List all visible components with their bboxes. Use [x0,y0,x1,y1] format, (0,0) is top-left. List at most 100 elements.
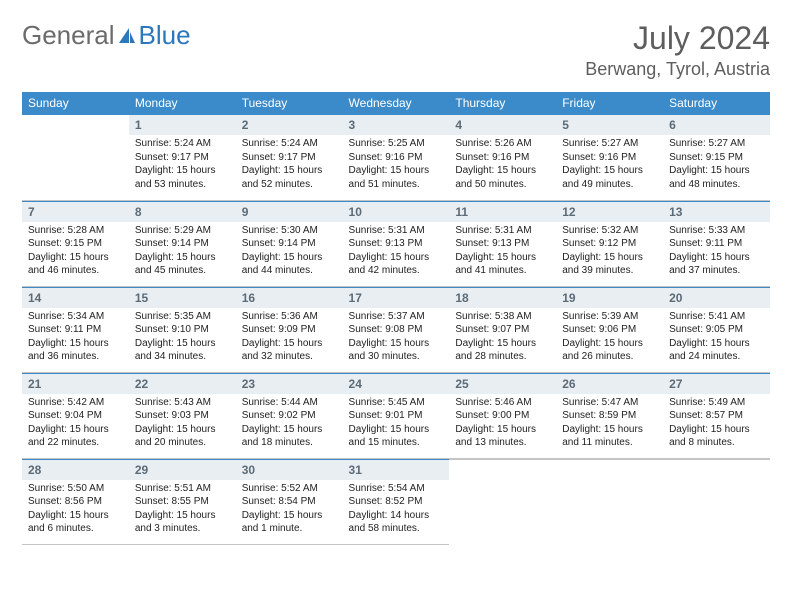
empty-day [663,459,770,479]
day-cell: 2Sunrise: 5:24 AMSunset: 9:17 PMDaylight… [236,114,343,200]
day-cell [663,458,770,544]
day-cell: 10Sunrise: 5:31 AMSunset: 9:13 PMDayligh… [343,200,450,286]
day-details: Sunrise: 5:54 AMSunset: 8:52 PMDaylight:… [343,480,450,540]
weekday-header: Wednesday [343,92,450,114]
day-details: Sunrise: 5:33 AMSunset: 9:11 PMDaylight:… [663,222,770,282]
day-details: Sunrise: 5:45 AMSunset: 9:01 PMDaylight:… [343,394,450,454]
logo: General Blue [22,20,191,51]
day-details: Sunrise: 5:28 AMSunset: 9:15 PMDaylight:… [22,222,129,282]
sunrise-line: Sunrise: 5:33 AM [669,224,764,238]
sunrise-line: Sunrise: 5:51 AM [135,482,230,496]
sunrise-line: Sunrise: 5:49 AM [669,396,764,410]
daylight-line: Daylight: 15 hours and 15 minutes. [349,423,444,450]
day-details: Sunrise: 5:39 AMSunset: 9:06 PMDaylight:… [556,308,663,368]
sunset-line: Sunset: 9:17 PM [135,151,230,165]
daylight-line: Daylight: 15 hours and 44 minutes. [242,251,337,278]
sunset-line: Sunset: 9:15 PM [669,151,764,165]
sunrise-line: Sunrise: 5:42 AM [28,396,123,410]
day-cell: 6 Sunrise: 5:27 AMSunset: 9:15 PMDaylight… [663,114,770,200]
sunrise-line: Sunrise: 5:27 AM [562,137,657,151]
daylight-line: Daylight: 15 hours and 49 minutes. [562,164,657,191]
day-details: Sunrise: 5:46 AMSunset: 9:00 PMDaylight:… [449,394,556,454]
day-cell: 13Sunrise: 5:33 AMSunset: 9:11 PMDayligh… [663,200,770,286]
day-number: 10 [343,201,450,222]
sunset-line: Sunset: 9:11 PM [669,237,764,251]
sunrise-line: Sunrise: 5:26 AM [455,137,550,151]
sunset-line: Sunset: 9:03 PM [135,409,230,423]
week-row: 7Sunrise: 5:28 AMSunset: 9:15 PMDaylight… [22,200,770,286]
sunrise-line: Sunrise: 5:31 AM [455,224,550,238]
daylight-line: Daylight: 15 hours and 45 minutes. [135,251,230,278]
day-number: 12 [556,201,663,222]
sunset-line: Sunset: 9:17 PM [242,151,337,165]
sunrise-line: Sunrise: 5:36 AM [242,310,337,324]
month-title: July 2024 [585,20,770,57]
sunset-line: Sunset: 9:09 PM [242,323,337,337]
weekday-header: Sunday [22,92,129,114]
sunset-line: Sunset: 9:10 PM [135,323,230,337]
day-details: Sunrise: 5:24 AMSunset: 9:17 PMDaylight:… [236,135,343,195]
day-number: 17 [343,287,450,308]
day-number: 27 [663,373,770,394]
day-number: 23 [236,373,343,394]
title-block: July 2024 Berwang, Tyrol, Austria [585,20,770,80]
day-cell: 25Sunrise: 5:46 AMSunset: 9:00 PMDayligh… [449,372,556,458]
day-cell: 23Sunrise: 5:44 AMSunset: 9:02 PMDayligh… [236,372,343,458]
sunrise-line: Sunrise: 5:45 AM [349,396,444,410]
sunset-line: Sunset: 8:52 PM [349,495,444,509]
day-cell: 16Sunrise: 5:36 AMSunset: 9:09 PMDayligh… [236,286,343,372]
daylight-line: Daylight: 15 hours and 50 minutes. [455,164,550,191]
daylight-line: Daylight: 15 hours and 52 minutes. [242,164,337,191]
day-details: Sunrise: 5:44 AMSunset: 9:02 PMDaylight:… [236,394,343,454]
day-cell: 9Sunrise: 5:30 AMSunset: 9:14 PMDaylight… [236,200,343,286]
calendar-table: SundayMondayTuesdayWednesdayThursdayFrid… [22,92,770,545]
day-details: Sunrise: 5:32 AMSunset: 9:12 PMDaylight:… [556,222,663,282]
day-cell: 30Sunrise: 5:52 AMSunset: 8:54 PMDayligh… [236,458,343,544]
day-details: Sunrise: 5:38 AMSunset: 9:07 PMDaylight:… [449,308,556,368]
day-cell [449,458,556,544]
daylight-line: Daylight: 15 hours and 8 minutes. [669,423,764,450]
sunset-line: Sunset: 9:00 PM [455,409,550,423]
sunset-line: Sunset: 9:14 PM [242,237,337,251]
day-cell: 27Sunrise: 5:49 AMSunset: 8:57 PMDayligh… [663,372,770,458]
weekday-header: Saturday [663,92,770,114]
day-number: 24 [343,373,450,394]
sunset-line: Sunset: 9:02 PM [242,409,337,423]
day-details: Sunrise: 5:50 AMSunset: 8:56 PMDaylight:… [22,480,129,540]
location: Berwang, Tyrol, Austria [585,59,770,80]
day-number: 14 [22,287,129,308]
daylight-line: Daylight: 15 hours and 30 minutes. [349,337,444,364]
sunrise-line: Sunrise: 5:50 AM [28,482,123,496]
sunset-line: Sunset: 9:13 PM [349,237,444,251]
sunrise-line: Sunrise: 5:39 AM [562,310,657,324]
sunrise-line: Sunrise: 5:31 AM [349,224,444,238]
daylight-line: Daylight: 15 hours and 26 minutes. [562,337,657,364]
sunrise-line: Sunrise: 5:37 AM [349,310,444,324]
day-number: 9 [236,201,343,222]
sunrise-line: Sunrise: 5:28 AM [28,224,123,238]
sunrise-line: Sunrise: 5:24 AM [135,137,230,151]
sunrise-line: Sunrise: 5:32 AM [562,224,657,238]
day-number: 29 [129,459,236,480]
day-number: 1 [129,114,236,135]
day-details: Sunrise: 5:27 AMSunset: 9:16 PMDaylight:… [556,135,663,195]
sunset-line: Sunset: 9:15 PM [28,237,123,251]
sunset-line: Sunset: 9:01 PM [349,409,444,423]
daylight-line: Daylight: 15 hours and 48 minutes. [669,164,764,191]
day-number: 11 [449,201,556,222]
day-number: 31 [343,459,450,480]
empty-day [22,114,129,134]
sunrise-line: Sunrise: 5:27 AM [669,137,764,151]
week-row: 21Sunrise: 5:42 AMSunset: 9:04 PMDayligh… [22,372,770,458]
daylight-line: Daylight: 15 hours and 37 minutes. [669,251,764,278]
day-number: 26 [556,373,663,394]
daylight-line: Daylight: 15 hours and 3 minutes. [135,509,230,536]
sunset-line: Sunset: 8:54 PM [242,495,337,509]
day-cell: 12Sunrise: 5:32 AMSunset: 9:12 PMDayligh… [556,200,663,286]
daylight-line: Daylight: 15 hours and 41 minutes. [455,251,550,278]
day-number: 7 [22,201,129,222]
day-number: 6 [663,114,770,135]
weekday-header: Tuesday [236,92,343,114]
weekday-header: Monday [129,92,236,114]
week-row: 28Sunrise: 5:50 AMSunset: 8:56 PMDayligh… [22,458,770,544]
